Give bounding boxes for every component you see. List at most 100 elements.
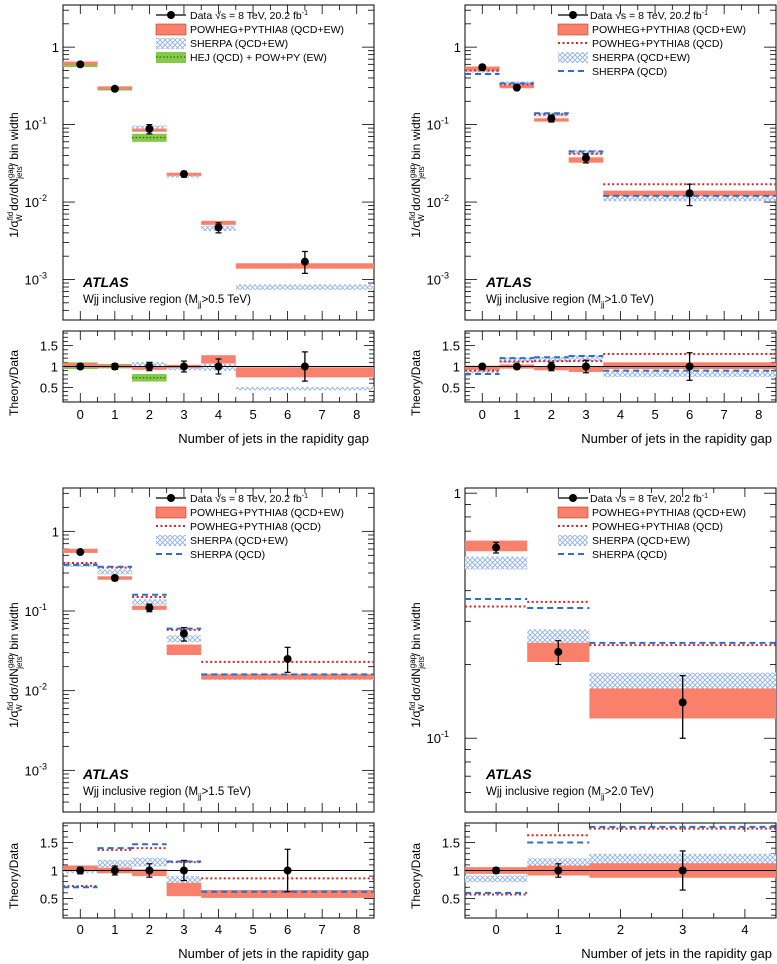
data-ratio-point	[685, 362, 694, 371]
sherpa_ew-ratio-band	[235, 386, 374, 391]
ratio-y-tick-label: 0.5	[40, 380, 58, 395]
y-tick-label: 1	[52, 524, 59, 539]
data-point	[512, 83, 521, 92]
atlas-label: ATLAS	[485, 274, 532, 290]
legend-sherpa-ew-swatch	[156, 535, 186, 546]
ratio-y-tick-label: 1.5	[40, 339, 58, 354]
data-ratio-point	[110, 362, 119, 371]
data-ratio-point	[492, 866, 501, 875]
hej-band	[132, 133, 167, 142]
data-point	[547, 114, 556, 123]
x-axis-label: Number of jets in the rapidity gap	[581, 946, 772, 961]
ratio-y-tick-label: 0.5	[442, 891, 460, 906]
x-tick-label: 7	[319, 922, 326, 937]
ratio-y-tick-label: 1.5	[40, 836, 58, 851]
legend: POWHEG+PYTHIA8 (QCD+EW) SHERPA (QCD+EW) HE…	[155, 11, 344, 64]
x-tick-label: 4	[617, 407, 624, 422]
panel-bottom-right: 10-1 1 0.5 1 1.5 0 1 2 3 4 Data √s = 8 TeV, 20.2 …	[408, 486, 777, 961]
x-tick-label: 1	[111, 922, 118, 937]
legend-label: POWHEG+PYTHIA8 (QCD+EW)	[190, 24, 344, 36]
region-label: Wjj inclusive region (Mjj>2.0 TeV)	[486, 786, 654, 801]
data-ratio-point	[76, 866, 85, 875]
legend-label: POWHEG+PYTHIA8 (QCD)	[592, 38, 723, 50]
legend-label: SHERPA (QCD)	[592, 66, 667, 78]
legend-label: SHERPA (QCD)	[190, 549, 265, 561]
region-label: Wjj inclusive region (Mjj>1.0 TeV)	[486, 294, 654, 309]
atlas-label: ATLAS	[485, 766, 532, 782]
data-point	[685, 189, 694, 198]
data-ratio-point	[179, 362, 188, 371]
x-axis-label: Number of jets in the rapidity gap	[581, 431, 772, 446]
chart-layer: 10-1 1 0.5 1 1.5 0 1 2 3 4	[427, 486, 777, 937]
x-tick-label: 8	[353, 407, 360, 422]
legend-sherpa-ew-swatch	[558, 52, 588, 63]
legend: POWHEG+PYTHIA8 (QCD+EW) POWHEG+PYTHIA8 (Q…	[557, 494, 746, 561]
ratio-y-axis-label: Theory/Data	[409, 350, 423, 416]
y-tick-label: 10-1	[25, 116, 47, 133]
data-ratio-point	[145, 866, 154, 875]
legend-data-label: Data √s = 8 TeV, 20.2 fb-1	[190, 10, 308, 22]
x-axis-label: Number of jets in the rapidity gap	[178, 431, 369, 446]
data-point	[492, 543, 501, 552]
sherpa_ew-ratio-band	[97, 859, 133, 868]
ratio-y-axis-label: Theory/Data	[7, 843, 21, 909]
x-tick-label: 6	[284, 407, 291, 422]
sherpa_ew-ratio-band	[132, 857, 167, 867]
ratio-y-tick-label: 1.5	[442, 836, 460, 851]
data-point	[283, 654, 292, 663]
y-tick-label: 1	[454, 40, 461, 55]
legend-data-marker	[167, 11, 175, 19]
main-y-axis-label: 1/σfidW dσ/dNgapjets/ bin width	[408, 112, 426, 237]
sherpa_ew-band	[132, 599, 167, 605]
sherpa_ew-band	[499, 81, 535, 86]
sherpa_ew-ratio-band	[465, 368, 500, 374]
x-tick-label: 3	[180, 922, 187, 937]
data-point	[110, 84, 119, 93]
data-point	[145, 603, 154, 612]
chart-layer: 10-3 10-2 10-1 1 0.5 1 1.5 0 1 2 3 4 5 6 7 8	[427, 4, 777, 422]
x-tick-label: 5	[249, 922, 256, 937]
x-tick-label: 3	[180, 407, 187, 422]
sherpa_ew-band	[527, 629, 590, 645]
x-tick-label: 2	[146, 922, 153, 937]
x-tick-label: 4	[215, 407, 222, 422]
ratio-y-axis-label: Theory/Data	[409, 843, 423, 909]
data-ratio-point	[283, 866, 292, 875]
powheg_ew-ratio-band	[166, 882, 202, 897]
x-tick-label: 8	[755, 407, 762, 422]
atlas-label: ATLAS	[82, 766, 129, 782]
x-tick-label: 6	[284, 922, 291, 937]
sherpa_ew-band	[465, 556, 528, 570]
region-label: Wjj inclusive region (Mjj>0.5 TeV)	[83, 294, 251, 309]
data-point	[678, 698, 687, 707]
legend-sherpa-ew-swatch	[156, 38, 186, 49]
x-tick-label: 0	[77, 407, 84, 422]
data-ratio-point	[554, 866, 563, 875]
data-ratio-point	[512, 362, 521, 371]
legend-label: POWHEG+PYTHIA8 (QCD)	[190, 521, 321, 533]
x-tick-label: 0	[479, 407, 486, 422]
data-point	[214, 223, 223, 232]
ratio-y-tick-label: 0.5	[442, 380, 460, 395]
data-point	[179, 629, 188, 638]
y-tick-label: 1	[454, 486, 461, 501]
data-ratio-point	[478, 362, 487, 371]
sherpa_ew-band	[568, 149, 604, 155]
sherpa_ew-band	[235, 284, 374, 290]
x-tick-label: 4	[741, 922, 748, 937]
data-point	[110, 573, 119, 582]
y-tick-label: 10-1	[427, 729, 449, 746]
y-tick-label: 10-1	[25, 602, 47, 619]
legend: POWHEG+PYTHIA8 (QCD+EW) POWHEG+PYTHIA8 (Q…	[557, 11, 746, 78]
sherpa_ew-band	[97, 569, 133, 575]
data-point	[76, 548, 85, 557]
x-tick-label: 1	[555, 922, 562, 937]
legend: POWHEG+PYTHIA8 (QCD+EW) POWHEG+PYTHIA8 (Q…	[155, 494, 344, 561]
data-point	[554, 647, 563, 656]
data-ratio-point	[179, 866, 188, 875]
x-tick-label: 1	[111, 407, 118, 422]
legend-label: SHERPA (QCD+EW)	[592, 535, 690, 547]
main-y-axis-label: 1/σfidW dσ/dNgapjets/ bin width	[408, 602, 426, 727]
y-tick-label: 10-1	[427, 116, 449, 133]
x-tick-label: 5	[249, 407, 256, 422]
